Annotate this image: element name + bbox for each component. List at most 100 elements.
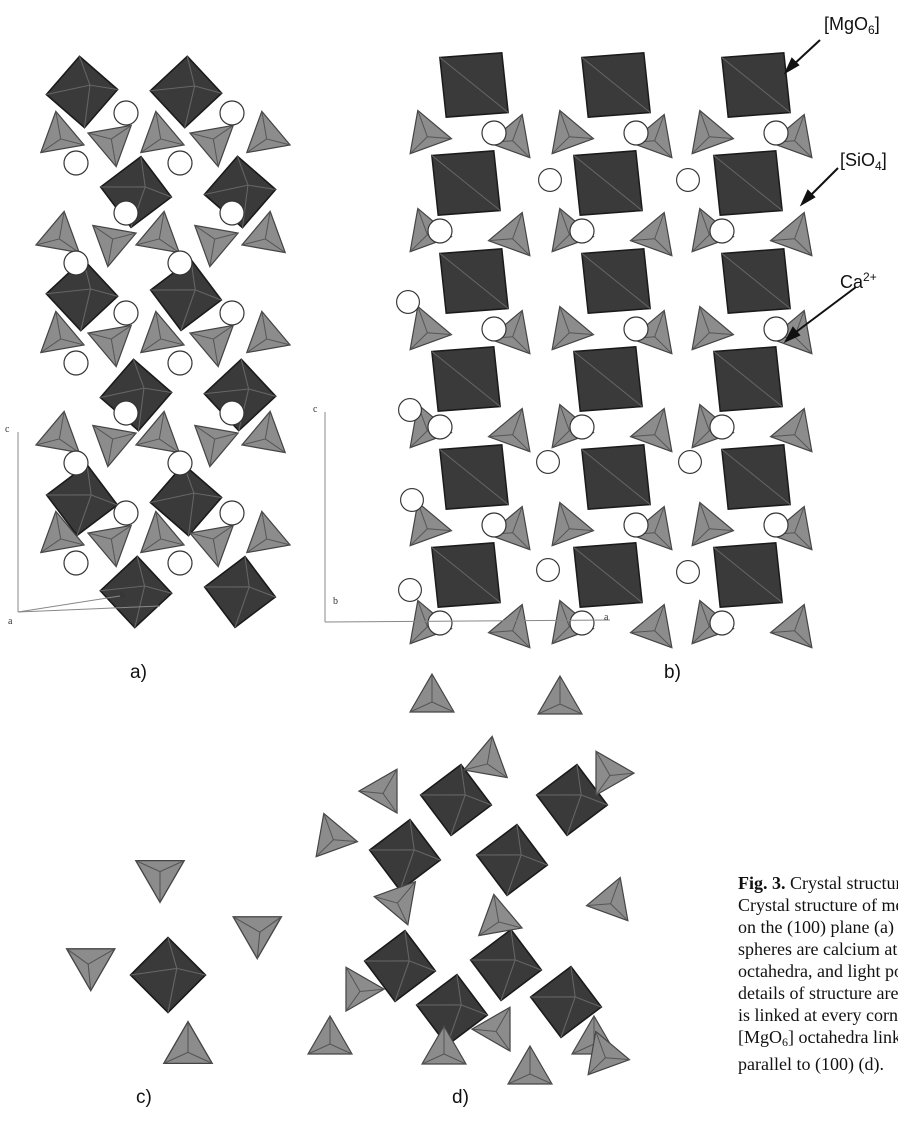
calcium-sphere (427, 414, 453, 440)
panel-label-b: b) (664, 662, 681, 683)
tetrahedron (487, 596, 544, 649)
panel-d-structure (302, 673, 642, 1085)
calcium-sphere (63, 450, 89, 476)
tetrahedron (85, 224, 137, 272)
octahedron (719, 440, 793, 514)
tetrahedron (507, 1045, 553, 1085)
calcium-sphere (398, 398, 422, 422)
tetrahedron (537, 675, 583, 715)
calcium-sphere (63, 550, 89, 576)
calcium-sphere (63, 150, 89, 176)
calcium-sphere (427, 218, 453, 244)
tetrahedron (629, 204, 686, 257)
calcium-sphere (569, 218, 595, 244)
calcium-sphere (400, 488, 424, 512)
axis-a-label-a: a (8, 616, 13, 627)
calcium-sphere (676, 560, 700, 584)
calcium-sphere (481, 120, 507, 146)
calcium-sphere (396, 290, 420, 314)
calcium-sphere (481, 512, 507, 538)
calcium-sphere (113, 400, 139, 426)
calcium-sphere (398, 578, 422, 602)
octahedron (429, 146, 503, 220)
tetrahedron (239, 306, 291, 354)
tetrahedron (538, 494, 595, 547)
octahedron (470, 818, 554, 902)
octahedron (437, 440, 511, 514)
tetrahedron (678, 102, 735, 155)
tetrahedron (358, 757, 417, 814)
callout-mgo6: [MgO6] (824, 14, 880, 37)
tetrahedron (678, 298, 735, 351)
panel-a-axes (17, 432, 161, 613)
calcium-sphere (219, 100, 245, 126)
tetrahedron (538, 298, 595, 351)
octahedron (437, 244, 511, 318)
octahedron (719, 244, 793, 318)
calcium-sphere (219, 400, 245, 426)
tetrahedron (189, 324, 241, 372)
panel-a-structure (33, 53, 293, 634)
tetrahedron (769, 400, 826, 453)
octahedron (571, 342, 645, 416)
octahedron (363, 813, 447, 897)
calcium-sphere (427, 610, 453, 636)
panel-label-c: c) (136, 1087, 152, 1108)
tetrahedron (187, 224, 239, 272)
octahedron (719, 48, 793, 122)
calcium-sphere (623, 512, 649, 538)
tetrahedron (487, 204, 544, 257)
calcium-sphere (536, 558, 560, 582)
calcium-sphere (219, 500, 245, 526)
calcium-sphere (763, 120, 789, 146)
tetrahedron (135, 859, 185, 904)
calcium-sphere (536, 450, 560, 474)
calcium-sphere (623, 316, 649, 342)
calcium-sphere (167, 250, 193, 276)
tetrahedron (220, 895, 283, 960)
tetrahedron (187, 424, 239, 472)
calcium-sphere (481, 316, 507, 342)
tetrahedron (471, 889, 523, 937)
octahedron (198, 550, 282, 634)
octahedron (579, 48, 653, 122)
panel-b-structure (396, 48, 826, 649)
axis-a-label-b: a (604, 612, 609, 623)
tetrahedron (538, 102, 595, 155)
tetrahedron (463, 731, 515, 779)
calcium-sphere (63, 250, 89, 276)
calcium-sphere (167, 550, 193, 576)
figure-caption: Fig. 3. Crystal structure Crystal struct… (738, 873, 898, 1074)
tetrahedron (189, 524, 241, 572)
calcium-sphere (167, 350, 193, 376)
calcium-sphere (113, 100, 139, 126)
octahedron (429, 342, 503, 416)
calcium-sphere (113, 300, 139, 326)
tetrahedron (35, 406, 87, 454)
tetrahedron (487, 400, 544, 453)
axis-b-label-a: b (120, 590, 125, 601)
tetrahedron (678, 494, 735, 547)
tetrahedron (629, 596, 686, 649)
caption-fig-label: Fig. 3. (738, 873, 786, 893)
panel-c-structure (65, 859, 283, 1065)
calcium-sphere (676, 168, 700, 192)
calcium-sphere (763, 316, 789, 342)
tetrahedron (35, 206, 87, 254)
calcium-sphere (167, 450, 193, 476)
tetrahedron (239, 506, 291, 554)
calcium-sphere (569, 414, 595, 440)
calcium-sphere (219, 200, 245, 226)
axis-b-label-b: b (333, 596, 338, 607)
callout-sio4: [SiO4] (840, 150, 887, 173)
calcium-sphere (569, 610, 595, 636)
calcium-sphere (709, 610, 735, 636)
calcium-sphere (63, 350, 89, 376)
tetrahedron (769, 204, 826, 257)
calcium-sphere (538, 168, 562, 192)
tetrahedron (629, 400, 686, 453)
panel-b-axes (324, 412, 611, 623)
octahedron (711, 146, 785, 220)
tetrahedron (396, 102, 453, 155)
